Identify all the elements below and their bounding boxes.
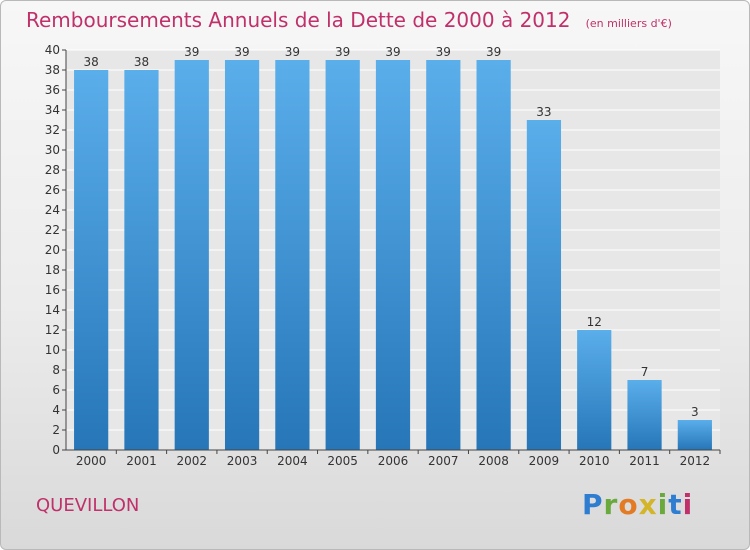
x-tick-label: 2003 bbox=[227, 454, 258, 468]
y-tick-label: 26 bbox=[45, 183, 60, 197]
y-tick-label: 34 bbox=[45, 103, 60, 117]
y-tick-label: 38 bbox=[45, 63, 60, 77]
y-tick-label: 40 bbox=[45, 43, 60, 57]
bar-2011 bbox=[627, 380, 662, 450]
bar-2009 bbox=[526, 120, 562, 450]
bar-2012 bbox=[677, 420, 712, 450]
bar-2004 bbox=[275, 60, 310, 450]
chart-unit: (en milliers d'€) bbox=[585, 17, 672, 30]
proxiti-logo: Proxiti bbox=[582, 488, 693, 521]
bars: 38 38 39 39 39 39 39 39 39 33 12 7 3 bbox=[74, 45, 712, 450]
bar-value-label: 7 bbox=[641, 365, 649, 379]
y-tick-label: 16 bbox=[45, 283, 60, 297]
logo-letter: r bbox=[603, 488, 619, 521]
x-tick-label: 2007 bbox=[428, 454, 459, 468]
x-tick-label: 2001 bbox=[126, 454, 157, 468]
bar-2006 bbox=[375, 60, 411, 450]
y-tick-label: 24 bbox=[45, 203, 60, 217]
x-tick-label: 2008 bbox=[478, 454, 509, 468]
bar-2003 bbox=[224, 60, 260, 450]
y-tick-label: 8 bbox=[52, 363, 60, 377]
bar-value-label: 3 bbox=[691, 405, 699, 419]
commune-name: QUEVILLON bbox=[36, 495, 140, 516]
bar-2005 bbox=[325, 60, 360, 450]
y-tick-label: 0 bbox=[52, 443, 60, 457]
bar-value-label: 38 bbox=[134, 55, 149, 69]
bar-2010 bbox=[577, 330, 612, 450]
x-tick-label: 2010 bbox=[579, 454, 610, 468]
y-tick-label: 12 bbox=[45, 323, 60, 337]
y-tick-label: 10 bbox=[45, 343, 60, 357]
chart-header: Remboursements Annuels de la Dette de 20… bbox=[26, 8, 672, 32]
y-tick-label: 36 bbox=[45, 83, 60, 97]
logo-letter: x bbox=[638, 488, 658, 521]
x-tick-label: 2006 bbox=[378, 454, 409, 468]
logo-letter: P bbox=[582, 488, 604, 521]
y-tick-label: 14 bbox=[45, 303, 60, 317]
bar-value-label: 33 bbox=[536, 105, 551, 119]
bar-value-label: 39 bbox=[385, 45, 400, 59]
bar-value-label: 39 bbox=[486, 45, 501, 59]
x-tick-label: 2000 bbox=[76, 454, 107, 468]
bar-2001 bbox=[124, 70, 159, 450]
logo-letter: i bbox=[657, 488, 669, 521]
y-tick-label: 28 bbox=[45, 163, 60, 177]
x-tick-label: 2005 bbox=[327, 454, 358, 468]
bar-2002 bbox=[174, 60, 209, 450]
y-tick-label: 30 bbox=[45, 143, 60, 157]
bar-value-label: 39 bbox=[184, 45, 199, 59]
logo-letter: t bbox=[668, 488, 683, 521]
y-tick-label: 4 bbox=[52, 403, 60, 417]
y-tick-label: 2 bbox=[52, 423, 60, 437]
bar-2007 bbox=[426, 60, 461, 450]
bar-value-label: 39 bbox=[335, 45, 350, 59]
bar-value-label: 39 bbox=[285, 45, 300, 59]
x-tick-label: 2004 bbox=[277, 454, 308, 468]
x-tick-label: 2011 bbox=[629, 454, 660, 468]
x-axis: 2000 2001 2002 2003 2004 2005 2006 2007 2008 2009… bbox=[66, 449, 721, 468]
bar-2000 bbox=[74, 70, 109, 450]
bar-value-label: 38 bbox=[84, 55, 99, 69]
bar-value-label: 39 bbox=[436, 45, 451, 59]
x-tick-label: 2012 bbox=[680, 454, 711, 468]
y-tick-label: 6 bbox=[52, 383, 60, 397]
x-tick-label: 2009 bbox=[529, 454, 560, 468]
y-tick-label: 22 bbox=[45, 223, 60, 237]
logo-letter: i bbox=[682, 488, 694, 521]
y-tick-label: 20 bbox=[45, 243, 60, 257]
y-tick-label: 18 bbox=[45, 263, 60, 277]
y-tick-label: 32 bbox=[45, 123, 60, 137]
bar-value-label: 12 bbox=[587, 315, 602, 329]
bar-2008 bbox=[476, 60, 511, 450]
chart-title: Remboursements Annuels de la Dette de 20… bbox=[26, 8, 571, 32]
x-tick-label: 2002 bbox=[176, 454, 207, 468]
bar-value-label: 39 bbox=[234, 45, 249, 59]
logo-letter: o bbox=[618, 488, 639, 521]
